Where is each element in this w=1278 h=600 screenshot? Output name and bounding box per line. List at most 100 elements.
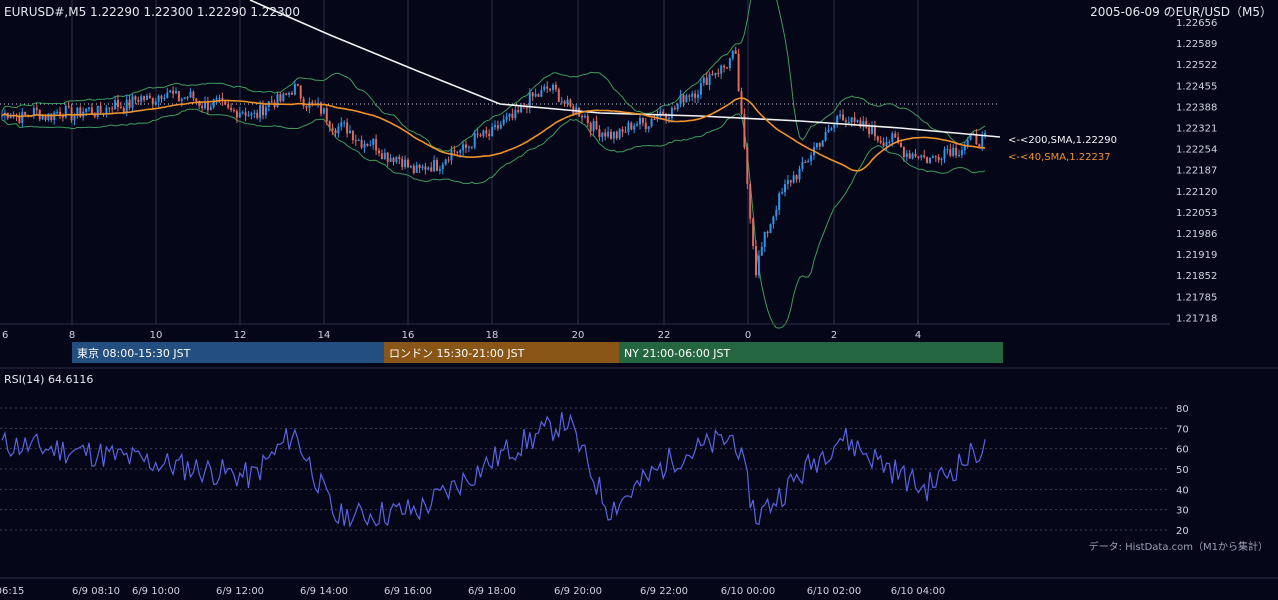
candle-body	[615, 131, 618, 139]
candle-body	[305, 105, 308, 108]
candle-body	[839, 114, 842, 117]
candle-body	[235, 111, 238, 118]
candle-body	[821, 140, 824, 147]
candle-body	[253, 112, 256, 114]
candle-body	[233, 110, 235, 112]
candle-body	[357, 140, 360, 142]
candle-body	[311, 102, 314, 104]
candle-body	[717, 72, 720, 74]
candle-body	[781, 192, 784, 194]
candle-body	[534, 94, 537, 97]
candle-body	[224, 100, 227, 105]
time-tick-label: 6/9 16:00	[384, 586, 432, 597]
candle-body	[621, 129, 624, 132]
candle-body	[262, 105, 264, 116]
candle-body	[525, 106, 528, 108]
candle-body	[41, 114, 44, 120]
candle-body	[888, 141, 891, 143]
candle-body	[424, 166, 427, 170]
candle-body	[963, 145, 966, 151]
hour-tick-label: 4	[915, 330, 921, 341]
price-tick-label: 1.22187	[1176, 166, 1217, 177]
candle-body	[494, 125, 496, 127]
candle-body	[836, 116, 839, 123]
candle-body	[288, 92, 291, 95]
hour-tick-label: 22	[658, 330, 671, 341]
hour-tick-label: 20	[572, 330, 585, 341]
candle-body	[143, 96, 146, 100]
rsi-line	[1, 412, 986, 528]
hour-tick-label: 12	[234, 330, 247, 341]
candle-body	[969, 133, 972, 140]
candle-body	[844, 120, 847, 123]
candle-body	[119, 106, 122, 108]
candle-body	[99, 105, 102, 113]
candle-body	[749, 183, 752, 219]
candle-body	[659, 111, 662, 115]
candle-body	[64, 106, 67, 118]
candle-body	[430, 167, 433, 172]
candle-body	[264, 106, 267, 116]
candle-body	[905, 153, 908, 158]
candle-body	[505, 116, 508, 120]
candle-body	[862, 120, 865, 127]
candle-body	[473, 133, 476, 148]
candle-body	[421, 166, 424, 168]
symbol-info: EURUSD#,M5 1.22290 1.22300 1.22290 1.223…	[4, 5, 300, 19]
candle-body	[462, 144, 465, 151]
candle-body	[436, 160, 438, 171]
candle-body	[778, 193, 781, 210]
candle-body	[250, 113, 253, 116]
candle-body	[351, 130, 354, 141]
hour-tick-label: 8	[69, 330, 75, 341]
candle-body	[769, 224, 772, 234]
candle-body	[438, 169, 441, 171]
rsi-tick-label: 70	[1176, 424, 1189, 435]
candle-body	[70, 107, 73, 121]
candle-body	[723, 65, 726, 68]
candle-body	[53, 112, 56, 121]
candle-body	[929, 157, 931, 163]
candle-body	[360, 140, 363, 148]
candle-body	[433, 160, 436, 172]
candle-body	[392, 157, 395, 162]
candle-body	[322, 108, 325, 114]
session-london-label: ロンドン 15:30-21:00 JST	[389, 347, 525, 360]
candle-body	[644, 122, 647, 130]
candle-body	[586, 116, 589, 124]
candle-body	[810, 155, 813, 161]
candle-body	[607, 131, 610, 137]
candle-body	[412, 165, 415, 173]
candle-body	[731, 50, 734, 59]
candle-body	[807, 160, 810, 163]
price-tick-label: 1.21718	[1176, 313, 1217, 324]
candle-body	[186, 97, 189, 99]
candle-body	[465, 144, 467, 148]
candle-body	[679, 94, 682, 104]
candle-body	[50, 113, 53, 121]
time-tick-label: 6/9 14:00	[300, 586, 348, 597]
candle-body	[340, 122, 343, 127]
hour-tick-label: 18	[486, 330, 499, 341]
candle-body	[172, 90, 175, 94]
candle-body	[688, 95, 691, 97]
candle-body	[285, 93, 288, 95]
candle-body	[276, 94, 279, 108]
candle-body	[221, 98, 224, 101]
candle-body	[856, 120, 859, 122]
candle-body	[653, 119, 656, 121]
candle-body	[923, 155, 926, 158]
candle-body	[743, 113, 746, 148]
candle-body	[230, 107, 233, 111]
candle-body	[894, 133, 897, 138]
candle-body	[691, 93, 694, 97]
candle-body	[726, 67, 728, 69]
candle-body	[163, 97, 166, 99]
candle-body	[958, 155, 960, 157]
candle-body	[488, 133, 491, 137]
candle-body	[537, 94, 540, 97]
candle-body	[331, 127, 334, 131]
candle-body	[668, 118, 670, 120]
candle-body	[665, 113, 668, 119]
